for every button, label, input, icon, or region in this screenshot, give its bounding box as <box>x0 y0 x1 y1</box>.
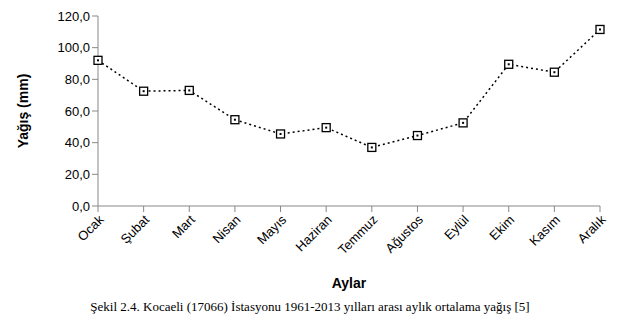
svg-text:Yağış (mm): Yağış (mm) <box>15 74 31 149</box>
svg-text:Temmuz: Temmuz <box>335 212 380 257</box>
svg-text:Aralık: Aralık <box>575 212 609 246</box>
svg-text:0,0: 0,0 <box>72 199 90 214</box>
svg-text:60,0: 60,0 <box>65 104 90 119</box>
svg-text:Şubat: Şubat <box>118 212 153 247</box>
svg-text:Ocak: Ocak <box>75 212 107 244</box>
svg-text:Ekim: Ekim <box>486 212 517 243</box>
svg-text:120,0: 120,0 <box>57 9 90 24</box>
svg-text:Kasım: Kasım <box>526 212 563 249</box>
svg-text:Mayıs: Mayıs <box>254 212 289 247</box>
svg-text:40,0: 40,0 <box>65 135 90 150</box>
svg-text:Eylül: Eylül <box>441 212 472 243</box>
svg-text:Aylar: Aylar <box>332 275 367 291</box>
html-text:Şekil 2.4. Kocaeli (17066) İst: Şekil 2.4. Kocaeli (17066) İstasyonu 196… <box>90 299 530 314</box>
svg-text:Mart: Mart <box>169 212 198 241</box>
svg-text:20,0: 20,0 <box>65 167 90 182</box>
svg-text:80,0: 80,0 <box>65 72 90 87</box>
svg-text:Nisan: Nisan <box>209 212 243 246</box>
svg-text:Ağustos: Ağustos <box>382 212 426 256</box>
svg-text:100,0: 100,0 <box>57 40 90 55</box>
svg-text:Haziran: Haziran <box>293 212 335 254</box>
